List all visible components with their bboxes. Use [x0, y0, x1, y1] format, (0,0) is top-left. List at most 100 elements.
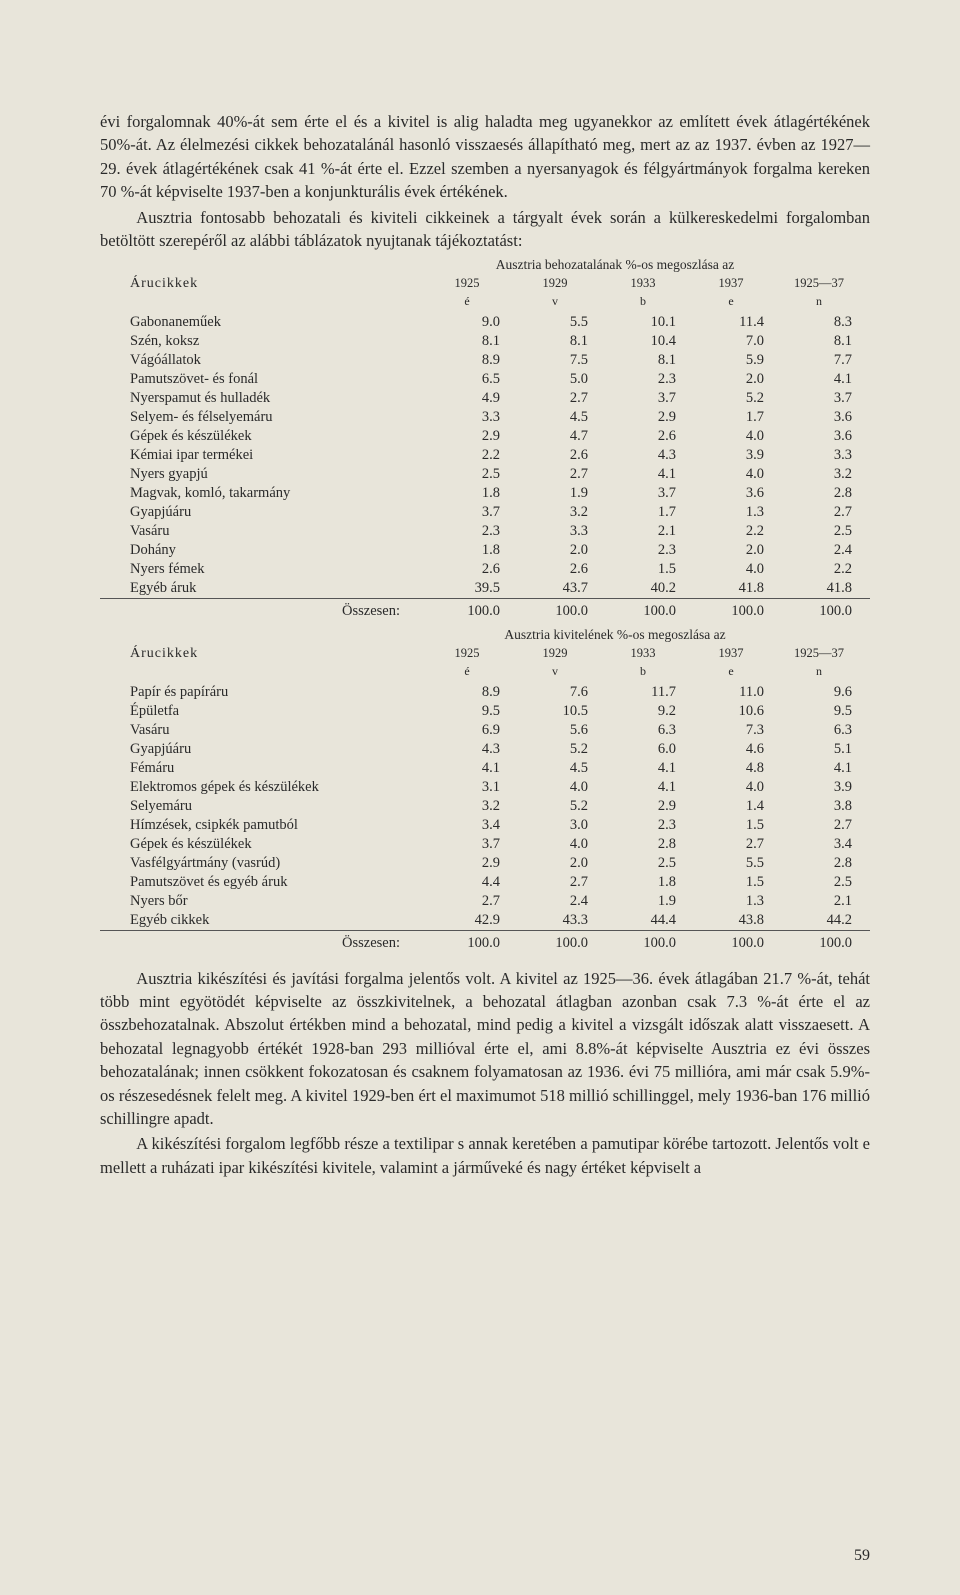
row-value: 2.3 [430, 522, 518, 541]
row-value: 2.2 [694, 522, 782, 541]
row-value: 2.8 [782, 484, 870, 503]
row-value: 1.8 [430, 541, 518, 560]
table-row: Papír és papíráru8.97.611.711.09.6 [100, 683, 870, 702]
row-value: 1.3 [694, 892, 782, 911]
row-value: 4.1 [606, 778, 694, 797]
row-value: 2.6 [518, 446, 606, 465]
row-value: 6.3 [606, 721, 694, 740]
row-value: 3.8 [782, 797, 870, 816]
row-value: 4.0 [518, 835, 606, 854]
row-value: 2.0 [694, 370, 782, 389]
table2-caption: Ausztria kivitelének %-os megoszlása az [100, 627, 870, 643]
row-value: 3.9 [694, 446, 782, 465]
row-value: 1.5 [606, 560, 694, 579]
row-value: 10.1 [606, 313, 694, 332]
row-value: 2.5 [430, 465, 518, 484]
row-value: 2.1 [782, 892, 870, 911]
row-value: 41.8 [782, 579, 870, 599]
row-label: Magvak, komló, takarmány [100, 484, 430, 503]
row-value: 40.2 [606, 579, 694, 599]
row-label: Vágóállatok [100, 351, 430, 370]
row-value: 1.9 [518, 484, 606, 503]
row-value: 9.5 [782, 702, 870, 721]
row-value: 1.7 [606, 503, 694, 522]
row-label: Vasáru [100, 522, 430, 541]
row-value: 1.5 [694, 873, 782, 892]
table1-subheader: é v b e n [100, 293, 870, 313]
table-row: Nyers gyapjú2.52.74.14.03.2 [100, 465, 870, 484]
row-value: 8.1 [430, 332, 518, 351]
row-value: 2.8 [606, 835, 694, 854]
row-value: 4.7 [518, 427, 606, 446]
table-row: Egyéb cikkek42.943.344.443.844.2 [100, 911, 870, 931]
row-value: 5.0 [518, 370, 606, 389]
table-row: Szén, koksz8.18.110.47.08.1 [100, 332, 870, 351]
row-value: 2.9 [606, 797, 694, 816]
row-value: 9.5 [430, 702, 518, 721]
table-row: Gyapjúáru3.73.21.71.32.7 [100, 503, 870, 522]
table-row: Gabonaneműek9.05.510.111.48.3 [100, 313, 870, 332]
row-value: 4.1 [782, 370, 870, 389]
row-value: 5.5 [694, 854, 782, 873]
row-value: 4.0 [694, 778, 782, 797]
row-value: 3.3 [430, 408, 518, 427]
row-label: Egyéb cikkek [100, 911, 430, 931]
row-value: 39.5 [430, 579, 518, 599]
table1-header-label: Árucikkek [100, 275, 430, 293]
row-value: 3.4 [430, 816, 518, 835]
row-label: Épületfa [100, 702, 430, 721]
year-1929: 1929 [518, 275, 606, 293]
row-value: 41.8 [694, 579, 782, 599]
row-value: 9.0 [430, 313, 518, 332]
row-value: 3.1 [430, 778, 518, 797]
row-label: Vasfélgyártmány (vasrúd) [100, 854, 430, 873]
row-value: 43.3 [518, 911, 606, 931]
table-row: Vasáru2.33.32.12.22.5 [100, 522, 870, 541]
row-value: 6.0 [606, 740, 694, 759]
row-value: 10.6 [694, 702, 782, 721]
row-value: 1.3 [694, 503, 782, 522]
row-value: 8.1 [606, 351, 694, 370]
row-value: 2.7 [782, 503, 870, 522]
row-value: 1.5 [694, 816, 782, 835]
row-value: 9.2 [606, 702, 694, 721]
row-value: 4.8 [694, 759, 782, 778]
row-value: 4.1 [430, 759, 518, 778]
row-label: Gépek és készülékek [100, 427, 430, 446]
row-label: Pamutszövet- és fonál [100, 370, 430, 389]
row-value: 2.5 [782, 522, 870, 541]
row-value: 2.4 [518, 892, 606, 911]
row-value: 4.4 [430, 873, 518, 892]
table-row: Vasáru6.95.66.37.36.3 [100, 721, 870, 740]
row-value: 3.7 [430, 503, 518, 522]
table2-header-label: Árucikkek [100, 645, 430, 663]
row-value: 43.8 [694, 911, 782, 931]
row-value: 8.9 [430, 351, 518, 370]
row-value: 4.0 [694, 465, 782, 484]
row-value: 8.9 [430, 683, 518, 702]
table-row: Magvak, komló, takarmány1.81.93.73.62.8 [100, 484, 870, 503]
row-label: Szén, koksz [100, 332, 430, 351]
row-value: 10.5 [518, 702, 606, 721]
paragraph-3: Ausztria kikészítési és javítási forgalm… [100, 967, 870, 1131]
table-row: Pamutszövet- és fonál6.55.02.32.04.1 [100, 370, 870, 389]
table-row: Elektromos gépek és készülékek3.14.04.14… [100, 778, 870, 797]
table-row: Egyéb áruk39.543.740.241.841.8 [100, 579, 870, 599]
row-label: Selyem- és félselyemáru [100, 408, 430, 427]
row-value: 4.1 [606, 759, 694, 778]
table-row: Vasfélgyártmány (vasrúd)2.92.02.55.52.8 [100, 854, 870, 873]
year-range: 1925—37 [782, 275, 870, 293]
row-value: 2.4 [782, 541, 870, 560]
row-value: 3.2 [430, 797, 518, 816]
row-value: 9.6 [782, 683, 870, 702]
row-value: 5.9 [694, 351, 782, 370]
row-value: 3.6 [782, 408, 870, 427]
row-value: 2.6 [518, 560, 606, 579]
row-value: 6.5 [430, 370, 518, 389]
row-value: 2.9 [430, 854, 518, 873]
row-value: 8.1 [518, 332, 606, 351]
row-value: 3.7 [606, 389, 694, 408]
table-row: Nyers fémek2.62.61.54.02.2 [100, 560, 870, 579]
row-value: 2.1 [606, 522, 694, 541]
table-row: Épületfa9.510.59.210.69.5 [100, 702, 870, 721]
